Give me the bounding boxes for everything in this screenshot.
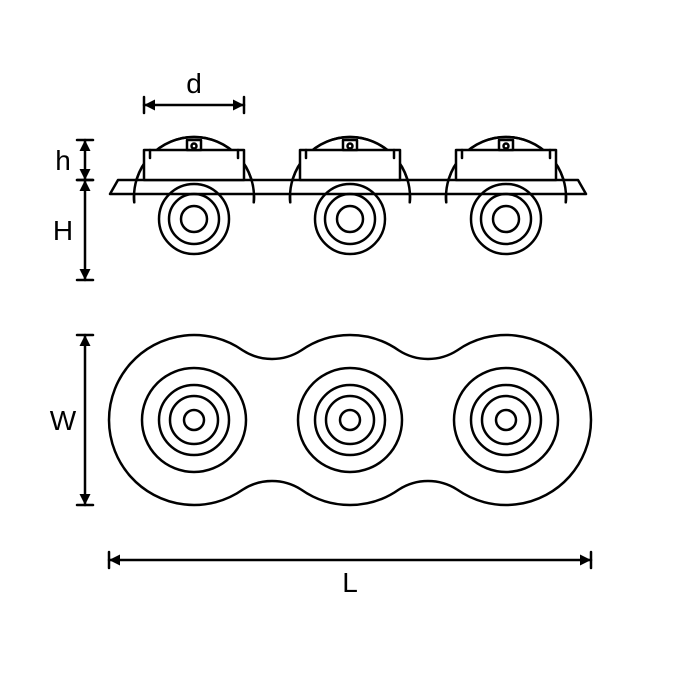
- dim-label-d: d: [186, 68, 202, 99]
- dim-label-H: H: [53, 215, 73, 246]
- dim-label-W: W: [50, 405, 77, 436]
- dim-label-L: L: [342, 567, 358, 598]
- dim-label-h: h: [55, 145, 71, 176]
